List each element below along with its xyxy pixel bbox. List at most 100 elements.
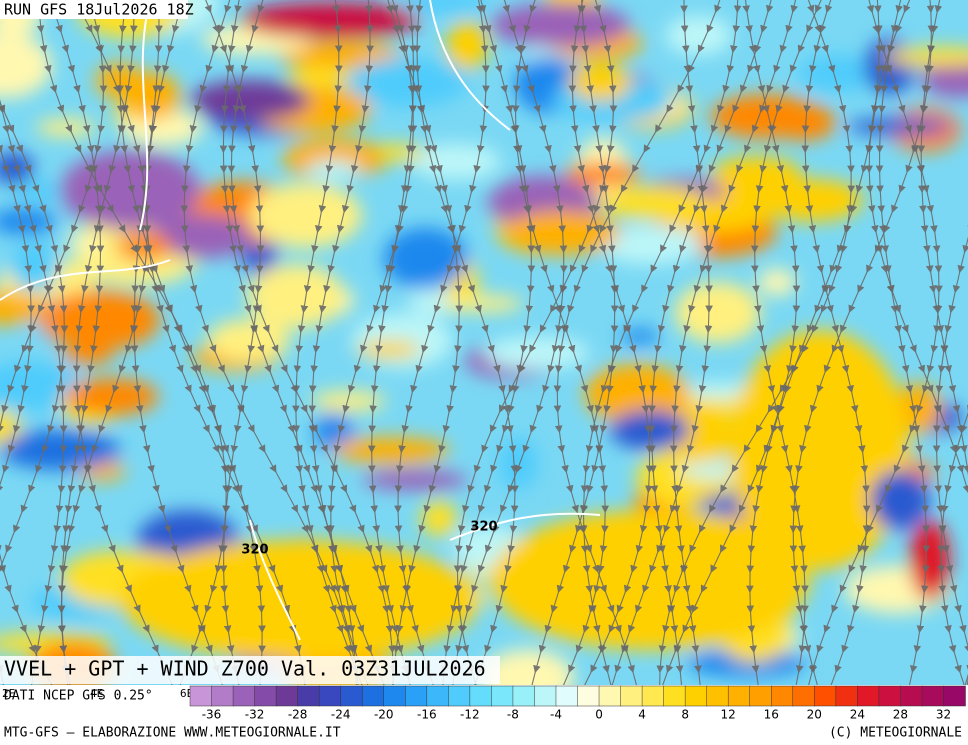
- legend-swatch: [318, 685, 342, 707]
- legend-label: 4: [638, 708, 646, 722]
- legend-label: -24: [331, 708, 351, 722]
- credit-left: MTG-GFS – ELABORAZIONE WWW.METEOGIORNALE…: [4, 726, 341, 741]
- legend-label: 8: [681, 708, 689, 722]
- field-blob: [332, 436, 450, 464]
- map-title: VVEL + GPT + WIND Z700 Val. 03Z31JUL2026: [4, 657, 486, 681]
- legend-swatch: [577, 685, 600, 707]
- field-blob: [870, 470, 930, 530]
- field-blob: [121, 71, 181, 121]
- field-blob: [0, 430, 120, 470]
- data-source: DATI NCEP GFS 0.25°: [4, 689, 153, 704]
- legend-swatch: [835, 685, 859, 707]
- field-blob: [352, 313, 453, 369]
- legend-swatch: [297, 685, 320, 707]
- legend-swatch: [340, 685, 363, 707]
- map-area: 320 320: [0, 0, 968, 685]
- legend-swatch: [641, 685, 665, 707]
- legend-label: -8: [507, 708, 519, 722]
- field-blob: [762, 178, 864, 222]
- lon-label: 4E: [90, 687, 103, 700]
- field-blob: [249, 182, 363, 249]
- legend-swatch: [555, 685, 579, 707]
- legend-label: -32: [245, 708, 265, 722]
- legend-label: 0: [595, 708, 603, 722]
- field-blob: [710, 94, 821, 139]
- legend-label: -4: [550, 708, 562, 722]
- legend-swatch: [921, 685, 945, 707]
- field-blob: [120, 540, 480, 660]
- title-box: [0, 656, 500, 684]
- legend-label: 20: [807, 708, 822, 722]
- field-blob: [665, 15, 733, 56]
- legend-label: 28: [893, 708, 908, 722]
- streamline: [937, 4, 968, 685]
- field-blob: [287, 66, 350, 88]
- legend-swatch: [771, 685, 794, 707]
- field-blob: [116, 232, 172, 261]
- field-blob: [675, 282, 761, 344]
- legend-label: -12: [460, 708, 480, 722]
- legend-swatch: [706, 685, 729, 707]
- legend-swatch: [534, 685, 557, 707]
- legend-swatch: [598, 685, 622, 707]
- field-blob: [60, 347, 115, 365]
- field-blob: [190, 80, 310, 120]
- run-label: RUN GFS 18Jul2026 18Z: [4, 1, 194, 19]
- legend-swatch: [727, 685, 751, 707]
- field-blob: [60, 150, 200, 230]
- field-blob: [357, 340, 421, 359]
- field-blob: [438, 295, 524, 312]
- legend-swatch: [254, 685, 277, 707]
- legend-label: -36: [202, 708, 222, 722]
- legend-swatch: [878, 685, 902, 707]
- field-blob: [410, 143, 501, 180]
- legend-swatch: [189, 685, 213, 707]
- legend-swatch: [232, 685, 256, 707]
- wind-streamlines: [0, 0, 968, 685]
- field-blob: [597, 186, 708, 220]
- legend-swatch: [792, 685, 816, 707]
- field-blob: [206, 319, 291, 362]
- legend-swatch: [663, 685, 686, 707]
- field-blob: [846, 117, 953, 136]
- legend-swatch: [275, 685, 299, 707]
- gpt-contour: [0, 0, 601, 641]
- field-blob: [240, 2, 420, 38]
- field-blob: [610, 410, 690, 450]
- field-blob: [620, 328, 660, 345]
- credit-right: (C) METEOGIORNALE: [829, 726, 962, 741]
- lon-label: 2E: [2, 687, 15, 700]
- legend-swatch: [900, 685, 923, 707]
- field-blob: [361, 469, 469, 491]
- legend-swatch: [426, 685, 450, 707]
- legend-swatch: [469, 685, 493, 707]
- legend-label: -20: [374, 708, 394, 722]
- legend-label: -16: [417, 708, 437, 722]
- legend-swatch: [749, 685, 773, 707]
- field-blob: [420, 500, 458, 537]
- field-blob: [730, 330, 910, 570]
- legend-swatch: [211, 685, 234, 707]
- legend-swatch: [943, 685, 966, 707]
- legend-swatch: [361, 685, 385, 707]
- legend-swatch: [620, 685, 643, 707]
- contour-label: 320: [241, 543, 268, 558]
- legend-swatch: [383, 685, 407, 707]
- legend-swatch: [814, 685, 837, 707]
- legend-swatch: [448, 685, 471, 707]
- legend-swatch: [512, 685, 536, 707]
- color-legend: -36 -32 -28 -24 -20 -16 -12 -8 -4 0 4 8 12 16 20 24 28 32…: [189, 685, 966, 722]
- field-blob: [446, 21, 489, 70]
- field-blob: [757, 269, 797, 296]
- legend-label: 16: [764, 708, 779, 722]
- legend-swatch: [857, 685, 880, 707]
- streamline: [865, 0, 968, 685]
- legend-label: 12: [721, 708, 736, 722]
- legend-label: 32: [936, 708, 951, 722]
- field-blob: [498, 437, 539, 490]
- field-blob: [490, 3, 630, 47]
- legend-swatch: [684, 685, 708, 707]
- field-blob: [40, 290, 160, 350]
- field-blob: [864, 38, 916, 95]
